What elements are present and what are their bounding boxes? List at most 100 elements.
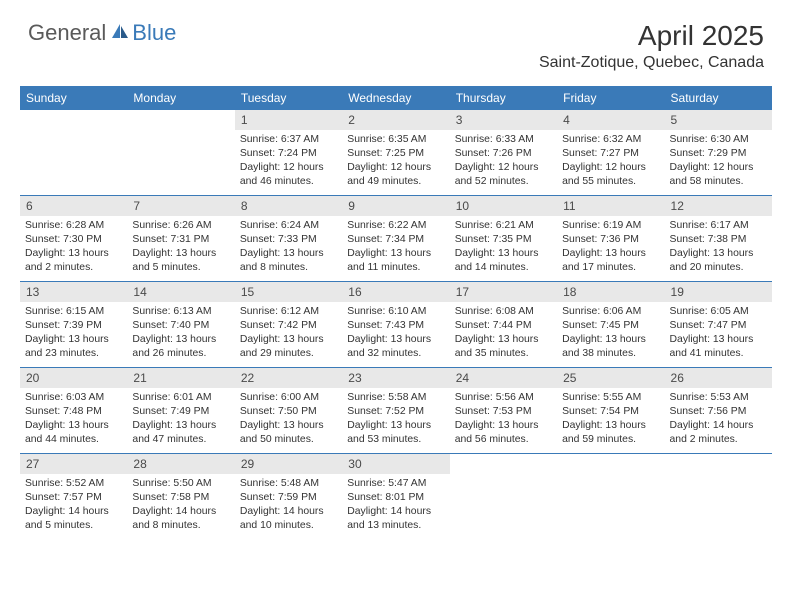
calendar-cell [127,110,234,196]
day-cell: 8Sunrise: 6:24 AMSunset: 7:33 PMDaylight… [235,196,342,282]
sunset-line: Sunset: 7:58 PM [132,491,229,505]
day-details: Sunrise: 5:52 AMSunset: 7:57 PMDaylight:… [20,474,127,533]
day-cell: 22Sunrise: 6:00 AMSunset: 7:50 PMDayligh… [235,368,342,454]
day-details: Sunrise: 6:13 AMSunset: 7:40 PMDaylight:… [127,302,234,361]
calendar-cell: 5Sunrise: 6:30 AMSunset: 7:29 PMDaylight… [665,110,772,196]
day-number: 27 [20,454,127,474]
sunrise-line: Sunrise: 6:22 AM [347,219,444,233]
day-cell: 27Sunrise: 5:52 AMSunset: 7:57 PMDayligh… [20,454,127,540]
sunrise-line: Sunrise: 6:12 AM [240,305,337,319]
day-number: 28 [127,454,234,474]
sunrise-line: Sunrise: 5:58 AM [347,391,444,405]
day-cell: 16Sunrise: 6:10 AMSunset: 7:43 PMDayligh… [342,282,449,368]
day-cell: 11Sunrise: 6:19 AMSunset: 7:36 PMDayligh… [557,196,664,282]
weekday-header: Friday [557,86,664,110]
sunrise-line: Sunrise: 6:08 AM [455,305,552,319]
calendar-row: 27Sunrise: 5:52 AMSunset: 7:57 PMDayligh… [20,454,772,540]
day-details: Sunrise: 6:32 AMSunset: 7:27 PMDaylight:… [557,130,664,189]
calendar-row: 1Sunrise: 6:37 AMSunset: 7:24 PMDaylight… [20,110,772,196]
calendar-cell: 26Sunrise: 5:53 AMSunset: 7:56 PMDayligh… [665,368,772,454]
day-details: Sunrise: 6:01 AMSunset: 7:49 PMDaylight:… [127,388,234,447]
day-details: Sunrise: 6:08 AMSunset: 7:44 PMDaylight:… [450,302,557,361]
sunset-line: Sunset: 7:39 PM [25,319,122,333]
sunrise-line: Sunrise: 6:06 AM [562,305,659,319]
day-cell: 23Sunrise: 5:58 AMSunset: 7:52 PMDayligh… [342,368,449,454]
daylight-line: Daylight: 12 hours and 46 minutes. [240,161,337,189]
daylight-line: Daylight: 13 hours and 17 minutes. [562,247,659,275]
day-cell: 29Sunrise: 5:48 AMSunset: 7:59 PMDayligh… [235,454,342,540]
calendar-cell: 2Sunrise: 6:35 AMSunset: 7:25 PMDaylight… [342,110,449,196]
day-details: Sunrise: 6:19 AMSunset: 7:36 PMDaylight:… [557,216,664,275]
daylight-line: Daylight: 14 hours and 10 minutes. [240,505,337,533]
calendar-cell: 9Sunrise: 6:22 AMSunset: 7:34 PMDaylight… [342,196,449,282]
daylight-line: Daylight: 13 hours and 5 minutes. [132,247,229,275]
day-number: 25 [557,368,664,388]
daylight-line: Daylight: 13 hours and 26 minutes. [132,333,229,361]
day-number: 13 [20,282,127,302]
sunset-line: Sunset: 7:49 PM [132,405,229,419]
weekday-header-row: Sunday Monday Tuesday Wednesday Thursday… [20,86,772,110]
sunrise-line: Sunrise: 5:47 AM [347,477,444,491]
logo-text-blue: Blue [132,20,176,46]
sunset-line: Sunset: 7:59 PM [240,491,337,505]
sunset-line: Sunset: 7:36 PM [562,233,659,247]
calendar-cell: 17Sunrise: 6:08 AMSunset: 7:44 PMDayligh… [450,282,557,368]
day-cell: 20Sunrise: 6:03 AMSunset: 7:48 PMDayligh… [20,368,127,454]
daylight-line: Daylight: 13 hours and 23 minutes. [25,333,122,361]
day-number: 16 [342,282,449,302]
calendar-cell: 8Sunrise: 6:24 AMSunset: 7:33 PMDaylight… [235,196,342,282]
daylight-line: Daylight: 12 hours and 49 minutes. [347,161,444,189]
sunrise-line: Sunrise: 6:26 AM [132,219,229,233]
calendar-cell: 21Sunrise: 6:01 AMSunset: 7:49 PMDayligh… [127,368,234,454]
calendar-cell: 18Sunrise: 6:06 AMSunset: 7:45 PMDayligh… [557,282,664,368]
day-number: 30 [342,454,449,474]
calendar-cell [450,454,557,540]
day-cell: 2Sunrise: 6:35 AMSunset: 7:25 PMDaylight… [342,110,449,196]
sunrise-line: Sunrise: 6:05 AM [670,305,767,319]
sunset-line: Sunset: 7:54 PM [562,405,659,419]
empty-day [127,110,234,196]
calendar-cell: 28Sunrise: 5:50 AMSunset: 7:58 PMDayligh… [127,454,234,540]
day-number: 20 [20,368,127,388]
sunset-line: Sunset: 7:56 PM [670,405,767,419]
day-details: Sunrise: 6:12 AMSunset: 7:42 PMDaylight:… [235,302,342,361]
daylight-line: Daylight: 14 hours and 2 minutes. [670,419,767,447]
day-number: 11 [557,196,664,216]
day-number: 19 [665,282,772,302]
sunrise-line: Sunrise: 6:28 AM [25,219,122,233]
day-number: 12 [665,196,772,216]
day-cell: 25Sunrise: 5:55 AMSunset: 7:54 PMDayligh… [557,368,664,454]
sunset-line: Sunset: 7:40 PM [132,319,229,333]
day-details: Sunrise: 5:53 AMSunset: 7:56 PMDaylight:… [665,388,772,447]
empty-day [665,454,772,540]
day-details: Sunrise: 6:24 AMSunset: 7:33 PMDaylight:… [235,216,342,275]
calendar-cell: 14Sunrise: 6:13 AMSunset: 7:40 PMDayligh… [127,282,234,368]
calendar-cell [665,454,772,540]
sunrise-line: Sunrise: 6:33 AM [455,133,552,147]
month-title: April 2025 [539,20,764,52]
sunrise-line: Sunrise: 6:00 AM [240,391,337,405]
calendar-cell: 25Sunrise: 5:55 AMSunset: 7:54 PMDayligh… [557,368,664,454]
sunrise-line: Sunrise: 6:17 AM [670,219,767,233]
daylight-line: Daylight: 13 hours and 11 minutes. [347,247,444,275]
day-details: Sunrise: 6:06 AMSunset: 7:45 PMDaylight:… [557,302,664,361]
day-details: Sunrise: 6:21 AMSunset: 7:35 PMDaylight:… [450,216,557,275]
calendar-cell: 15Sunrise: 6:12 AMSunset: 7:42 PMDayligh… [235,282,342,368]
day-details: Sunrise: 6:22 AMSunset: 7:34 PMDaylight:… [342,216,449,275]
day-cell: 6Sunrise: 6:28 AMSunset: 7:30 PMDaylight… [20,196,127,282]
empty-day [557,454,664,540]
day-number: 6 [20,196,127,216]
day-cell: 14Sunrise: 6:13 AMSunset: 7:40 PMDayligh… [127,282,234,368]
calendar-cell: 10Sunrise: 6:21 AMSunset: 7:35 PMDayligh… [450,196,557,282]
sunset-line: Sunset: 7:34 PM [347,233,444,247]
empty-day [450,454,557,540]
calendar-row: 20Sunrise: 6:03 AMSunset: 7:48 PMDayligh… [20,368,772,454]
calendar-cell: 12Sunrise: 6:17 AMSunset: 7:38 PMDayligh… [665,196,772,282]
calendar-cell: 3Sunrise: 6:33 AMSunset: 7:26 PMDaylight… [450,110,557,196]
sunset-line: Sunset: 7:29 PM [670,147,767,161]
day-number: 15 [235,282,342,302]
sunrise-line: Sunrise: 6:19 AM [562,219,659,233]
day-number: 4 [557,110,664,130]
day-cell: 5Sunrise: 6:30 AMSunset: 7:29 PMDaylight… [665,110,772,196]
calendar-cell: 24Sunrise: 5:56 AMSunset: 7:53 PMDayligh… [450,368,557,454]
